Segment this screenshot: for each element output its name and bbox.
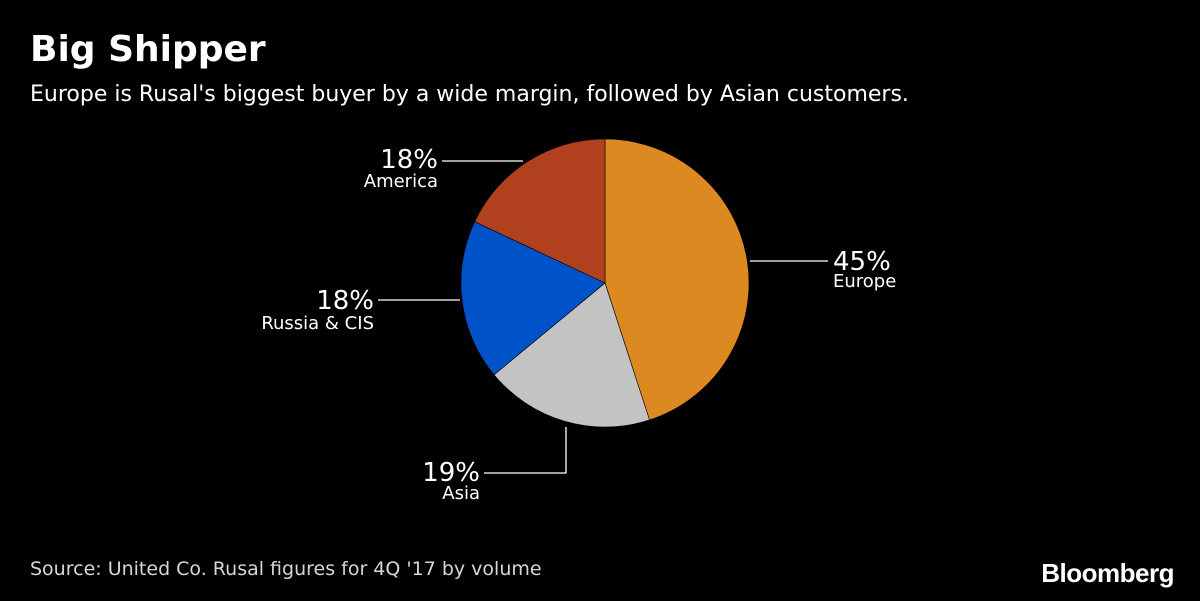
- pct-label-america: 18%: [380, 145, 438, 175]
- category-label-america: America: [364, 171, 438, 192]
- pie-slices: [460, 138, 750, 428]
- source-note: Source: United Co. Rusal figures for 4Q …: [30, 558, 542, 580]
- category-label-asia: Asia: [442, 483, 480, 504]
- pct-label-asia: 19%: [422, 458, 480, 488]
- category-label-europe: Europe: [833, 271, 896, 292]
- pct-label-europe: 45%: [833, 247, 891, 277]
- chart-subtitle: Europe is Rusal's biggest buyer by a wid…: [30, 82, 909, 107]
- pie-leader-lines: [378, 160, 828, 474]
- leader-line-asia: [484, 427, 567, 474]
- pie-slice-america: [474, 138, 606, 284]
- bloomberg-logo: Bloomberg: [1041, 558, 1174, 588]
- pie-slice-europe: [604, 138, 750, 421]
- pct-label-russia-cis: 18%: [316, 286, 374, 316]
- pie-slice-russia-cis: [460, 221, 606, 376]
- category-label-russia-cis: Russia & CIS: [261, 313, 374, 334]
- chart-title: Big Shipper: [30, 29, 266, 70]
- pie-slice-asia: [493, 282, 650, 428]
